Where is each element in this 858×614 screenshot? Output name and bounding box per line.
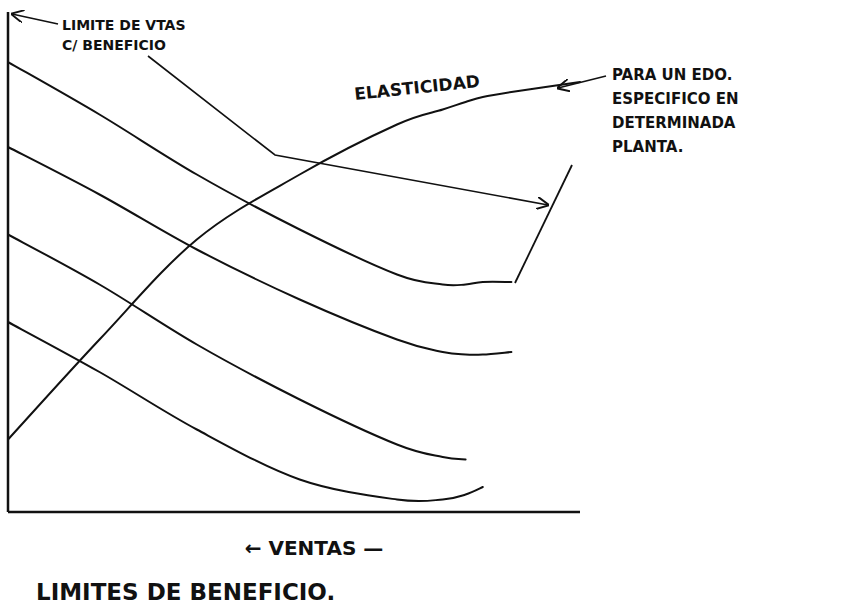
annotation: DETERMINADA	[612, 114, 736, 132]
curve	[8, 82, 580, 440]
annotation: PLANTA.	[612, 138, 683, 156]
series-label: ELASTICIDAD	[353, 71, 480, 104]
curve	[8, 322, 483, 501]
y-axis	[7, 12, 10, 512]
annotation: ESPECIFICO EN	[612, 90, 739, 108]
chart: ELASTICIDAD LIMITE DE VTAS C/ BENEFICIO PAR…	[0, 0, 858, 614]
title: LIMITES DE BENEFICIO.	[36, 579, 335, 605]
curve	[8, 147, 511, 355]
bracket	[515, 165, 572, 283]
x-axis-title: ← VENTAS —	[245, 536, 384, 560]
curve	[8, 235, 466, 460]
curve	[8, 62, 511, 285]
annotation: PARA UN EDO.	[612, 66, 732, 84]
annotation: LIMITE DE VTAS	[62, 17, 186, 33]
arrow	[558, 76, 606, 88]
annotation: C/ BENEFICIO	[62, 37, 166, 53]
plot-area	[8, 62, 580, 501]
arrow	[148, 56, 548, 205]
x-axis	[8, 511, 580, 514]
arrow	[12, 14, 58, 24]
